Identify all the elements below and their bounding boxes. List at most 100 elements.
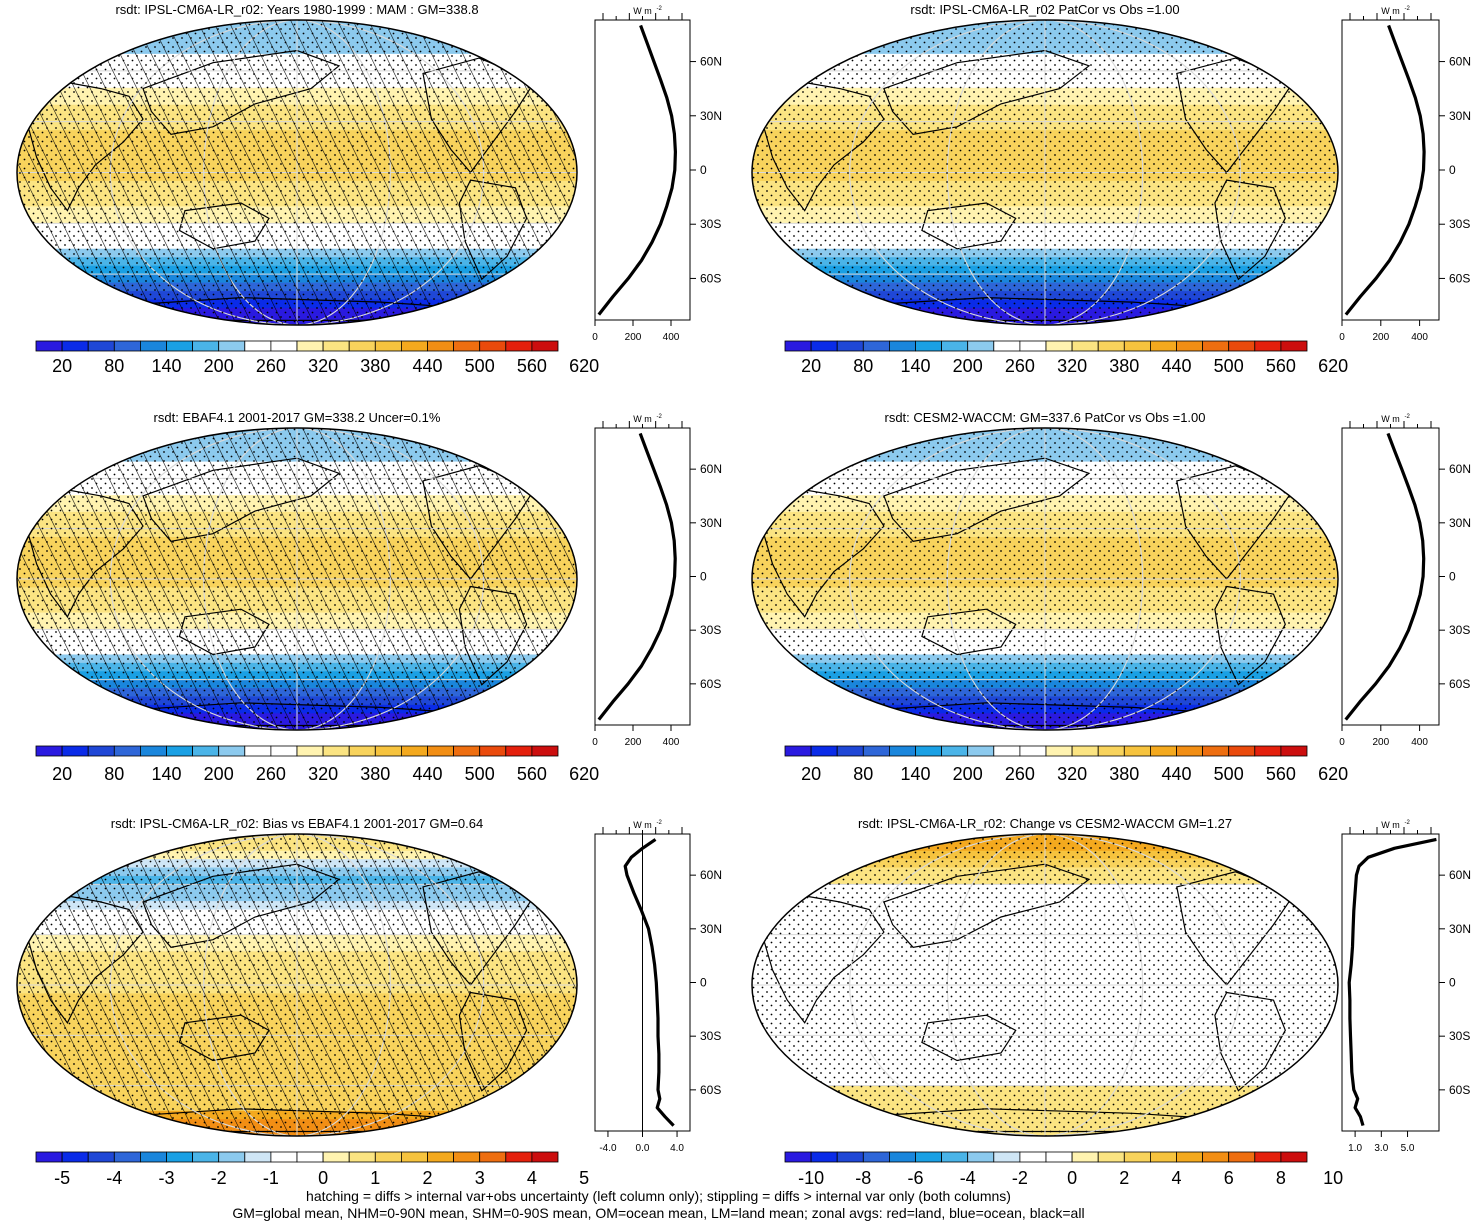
hatch-overlay bbox=[17, 20, 577, 325]
map bbox=[17, 20, 577, 325]
stipple-overlay bbox=[752, 834, 1338, 1136]
profile-y-tick-label: 60N bbox=[1449, 462, 1471, 476]
colorbar-tick-label: 6 bbox=[1224, 1168, 1234, 1188]
colorbar-tick-label: -4 bbox=[960, 1168, 976, 1188]
zonal-profile: W m -2 0 200 400 60N 30N 0 30S 60S bbox=[592, 6, 722, 343]
colorbar-tick-label: 20 bbox=[52, 764, 72, 784]
colorbar-tick-label: 2 bbox=[1119, 1168, 1129, 1188]
profile-y-tick-label: 30S bbox=[1449, 1029, 1470, 1043]
colorbar-tick-label: 3 bbox=[475, 1168, 485, 1188]
colorbar-tick-label: 620 bbox=[569, 764, 599, 784]
profile-x-tick-label: 0 bbox=[1339, 737, 1345, 748]
profile-y-tick-label: 60S bbox=[700, 677, 721, 691]
profile-unit: W m bbox=[1381, 820, 1400, 830]
colorbar-tick-label: 500 bbox=[465, 356, 495, 376]
colorbar-box bbox=[1176, 1151, 1204, 1163]
colorbar-box bbox=[836, 340, 864, 352]
colorbar-tick-label: 380 bbox=[360, 764, 390, 784]
colorbar-box bbox=[941, 745, 969, 757]
profile-x-tick-label: 200 bbox=[1372, 332, 1389, 343]
colorbar-tick-label: 260 bbox=[1005, 764, 1035, 784]
colorbar-box bbox=[296, 1151, 324, 1163]
colorbar-box bbox=[941, 1151, 969, 1163]
profile-line-all bbox=[623, 838, 675, 1127]
colorbar-box bbox=[1254, 1151, 1282, 1163]
colorbar-box bbox=[87, 745, 115, 757]
colorbar-box bbox=[1254, 340, 1282, 352]
colorbar-box bbox=[427, 745, 455, 757]
profile-x-tick-label: 200 bbox=[625, 737, 642, 748]
colorbar-box bbox=[479, 340, 507, 352]
footnote-line-2: GM=global mean, NHM=0-90N mean, SHM=0-90… bbox=[232, 1205, 1085, 1221]
colorbar-box bbox=[453, 745, 481, 757]
colorbar-tick-label: 20 bbox=[801, 764, 821, 784]
profile-y-tick-label: 30N bbox=[700, 922, 722, 936]
colorbar-box bbox=[113, 1151, 141, 1163]
profile-y-tick-label: 30N bbox=[1449, 922, 1471, 936]
profile-x-tick-label: 1.0 bbox=[1348, 1143, 1362, 1154]
panel-title: rsdt: CESM2-WACCM: GM=337.6 PatCor vs Ob… bbox=[884, 410, 1205, 425]
profile-y-tick-label: 60N bbox=[1449, 55, 1471, 69]
colorbar-box bbox=[61, 1151, 89, 1163]
colorbar-box bbox=[348, 745, 376, 757]
hatch-overlay bbox=[17, 834, 577, 1136]
colorbar-box bbox=[192, 745, 220, 757]
stipple-overlay bbox=[752, 428, 1338, 730]
profile-y-tick-label: 60S bbox=[700, 1083, 721, 1097]
colorbar-box bbox=[1071, 340, 1099, 352]
profile-x-tick-label: 0 bbox=[1339, 332, 1345, 343]
colorbar-box bbox=[1097, 745, 1125, 757]
colorbar-tick-label: 440 bbox=[1161, 356, 1191, 376]
colorbar-box bbox=[784, 340, 812, 352]
profile-unit-exponent: -2 bbox=[657, 414, 663, 420]
colorbar-tick-label: 2 bbox=[422, 1168, 432, 1188]
profile-y-tick-label: 60N bbox=[1449, 868, 1471, 882]
colorbar-box bbox=[967, 340, 995, 352]
zonal-profile: W m -2 1.0 3.0 5.0 60N 30N 0 30S 60S bbox=[1341, 820, 1471, 1154]
profile-y-tick-label: 0 bbox=[1449, 570, 1456, 584]
profile-line-all bbox=[597, 24, 678, 316]
colorbar: 20 80 140 200 260 320 380 440 500 560 620 bbox=[784, 340, 1348, 376]
colorbar-tick-label: 560 bbox=[1266, 356, 1296, 376]
colorbar-box bbox=[192, 340, 220, 352]
colorbar-box bbox=[531, 745, 559, 757]
colorbar: -5 -4 -3 -2 -1 0 1 2 3 4 5 bbox=[35, 1151, 589, 1188]
colorbar-tick-label: -3 bbox=[158, 1168, 174, 1188]
colorbar-box bbox=[479, 1151, 507, 1163]
map-outline bbox=[751, 19, 1339, 326]
profile-y-tick-label: 60S bbox=[1449, 271, 1470, 285]
profile-y-tick-label: 60N bbox=[700, 462, 722, 476]
colorbar: -10 -8 -6 -4 -2 0 2 4 6 8 10 bbox=[784, 1151, 1343, 1188]
colorbar-tick-label: -2 bbox=[1012, 1168, 1028, 1188]
colorbar-tick-label: 260 bbox=[256, 356, 286, 376]
colorbar-tick-label: 200 bbox=[204, 356, 234, 376]
profile-x-tick-label: 3.0 bbox=[1374, 1143, 1388, 1154]
colorbar-box bbox=[1045, 745, 1073, 757]
colorbar-tick-label: 140 bbox=[900, 356, 930, 376]
colorbar-box bbox=[35, 745, 63, 757]
colorbar-box bbox=[1071, 745, 1099, 757]
colorbar-box bbox=[1228, 1151, 1256, 1163]
colorbar-box bbox=[862, 1151, 890, 1163]
colorbar-box bbox=[348, 340, 376, 352]
profile-y-tick-label: 0 bbox=[1449, 163, 1456, 177]
colorbar-tick-label: 80 bbox=[104, 356, 124, 376]
colorbar-box bbox=[35, 1151, 63, 1163]
colorbar-tick-label: 140 bbox=[151, 764, 181, 784]
colorbar-box bbox=[322, 1151, 350, 1163]
colorbar-box bbox=[993, 745, 1021, 757]
colorbar-box bbox=[139, 1151, 167, 1163]
colorbar-box bbox=[296, 745, 324, 757]
colorbar-box bbox=[784, 745, 812, 757]
profile-y-tick-label: 30N bbox=[700, 516, 722, 530]
colorbar-box bbox=[810, 1151, 838, 1163]
profile-line-all bbox=[597, 432, 677, 721]
colorbar-box bbox=[993, 1151, 1021, 1163]
profile-y-tick-label: 30N bbox=[1449, 109, 1471, 123]
colorbar-box bbox=[1019, 1151, 1047, 1163]
colorbar-box bbox=[322, 745, 350, 757]
colorbar: 20 80 140 200 260 320 380 440 500 560 620 bbox=[35, 340, 599, 376]
map-outline bbox=[751, 427, 1339, 731]
colorbar-box bbox=[218, 745, 246, 757]
